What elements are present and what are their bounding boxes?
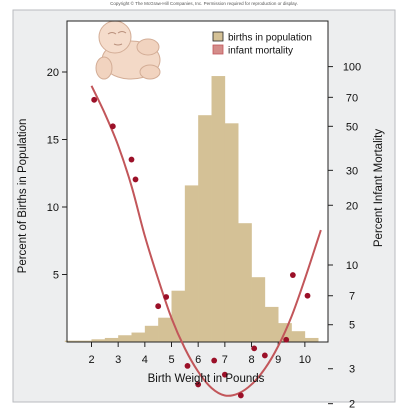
bar-12 bbox=[224, 123, 239, 342]
y-tick-label-left: 5 bbox=[53, 270, 59, 282]
bar-3 bbox=[104, 337, 119, 342]
legend-swatch-mortality bbox=[212, 44, 224, 55]
x-tick-label: 2 bbox=[88, 354, 94, 366]
bar-6 bbox=[144, 325, 159, 342]
x-tick-label: 8 bbox=[248, 354, 254, 366]
x-tick-label: 4 bbox=[142, 354, 148, 366]
x-tick-label: 3 bbox=[115, 354, 121, 366]
mortality-point-7 bbox=[195, 381, 202, 388]
y-tick-label-right: 3 bbox=[349, 364, 355, 376]
mortality-point-5 bbox=[163, 294, 170, 300]
mortality-point-8 bbox=[211, 357, 218, 364]
legend-label-births: births in population bbox=[228, 33, 312, 44]
y-axis-title-left: Percent of Births in Population bbox=[17, 119, 29, 274]
x-tick-label: 5 bbox=[168, 354, 174, 366]
x-tick-label: 6 bbox=[195, 354, 201, 366]
bar-14 bbox=[251, 277, 266, 342]
x-tick-label: 10 bbox=[299, 354, 311, 366]
mortality-points-layer bbox=[91, 96, 311, 399]
legend-label-mortality: infant mortality bbox=[228, 46, 293, 57]
mortality-point-12 bbox=[261, 352, 268, 359]
bar-13 bbox=[238, 223, 252, 342]
bars-layer bbox=[64, 76, 319, 343]
bar-17 bbox=[291, 331, 306, 342]
y-tick-label-right: 7 bbox=[349, 291, 355, 303]
mortality-point-11 bbox=[251, 345, 258, 352]
bar-7 bbox=[158, 317, 172, 342]
y-tick-label-right: 5 bbox=[349, 320, 355, 332]
legend-box bbox=[207, 28, 325, 61]
infant-mortality-curve bbox=[90, 85, 322, 397]
y-tick-label-right: 70 bbox=[346, 92, 358, 104]
y-tick-label-left: 15 bbox=[47, 135, 59, 147]
bar-18 bbox=[304, 337, 319, 342]
mortality-point-15 bbox=[304, 292, 311, 299]
bar-9 bbox=[184, 185, 199, 342]
y-tick-label-left: 20 bbox=[47, 67, 59, 79]
x-axis-title: Birth Weight in Pounds bbox=[148, 373, 265, 385]
mortality-point-6 bbox=[184, 363, 191, 369]
y-tick-label-right: 50 bbox=[346, 121, 358, 133]
x-tick-label: 7 bbox=[222, 354, 228, 366]
mortality-point-14 bbox=[289, 272, 296, 278]
legend-swatch-births bbox=[212, 31, 224, 42]
bar-1 bbox=[78, 340, 92, 342]
bar-15 bbox=[264, 306, 279, 342]
y-tick-label-right: 20 bbox=[346, 200, 358, 212]
mortality-point-9 bbox=[221, 371, 228, 378]
bar-4 bbox=[118, 335, 132, 342]
y-tick-label-right: 30 bbox=[346, 165, 358, 177]
bar-0 bbox=[64, 340, 79, 342]
x-tick-label: 9 bbox=[275, 354, 281, 366]
mortality-point-13 bbox=[283, 336, 290, 343]
y-tick-label-right: 10 bbox=[346, 260, 358, 272]
bar-11 bbox=[211, 76, 226, 343]
y-axis-title-right: Percent Infant Mortality bbox=[373, 129, 385, 247]
plot-frame bbox=[66, 20, 329, 343]
axis-ticks: 2 3 4 5 6 7 8 9 10 5 10 15 20 2 3 5 7 10 20 30 50 70 100 bbox=[47, 62, 361, 408]
bar-5 bbox=[131, 332, 146, 342]
mortality-point-0 bbox=[91, 96, 98, 103]
mortality-point-4 bbox=[155, 303, 162, 310]
mortality-point-2 bbox=[128, 156, 135, 163]
mortality-point-10 bbox=[237, 392, 244, 399]
y-tick-label-right: 100 bbox=[343, 62, 361, 74]
y-tick-label-right: 2 bbox=[349, 399, 355, 408]
mortality-point-1 bbox=[109, 123, 116, 130]
bar-2 bbox=[91, 339, 106, 342]
bar-10 bbox=[198, 115, 212, 342]
newborn-baby-illustration bbox=[95, 20, 161, 80]
y-tick-label-left: 10 bbox=[47, 202, 59, 214]
copyright-notice: Copyright © The McGraw-Hill Companies, I… bbox=[110, 1, 298, 6]
legend: births in population infant mortality bbox=[207, 28, 325, 61]
mortality-point-3 bbox=[132, 176, 139, 183]
